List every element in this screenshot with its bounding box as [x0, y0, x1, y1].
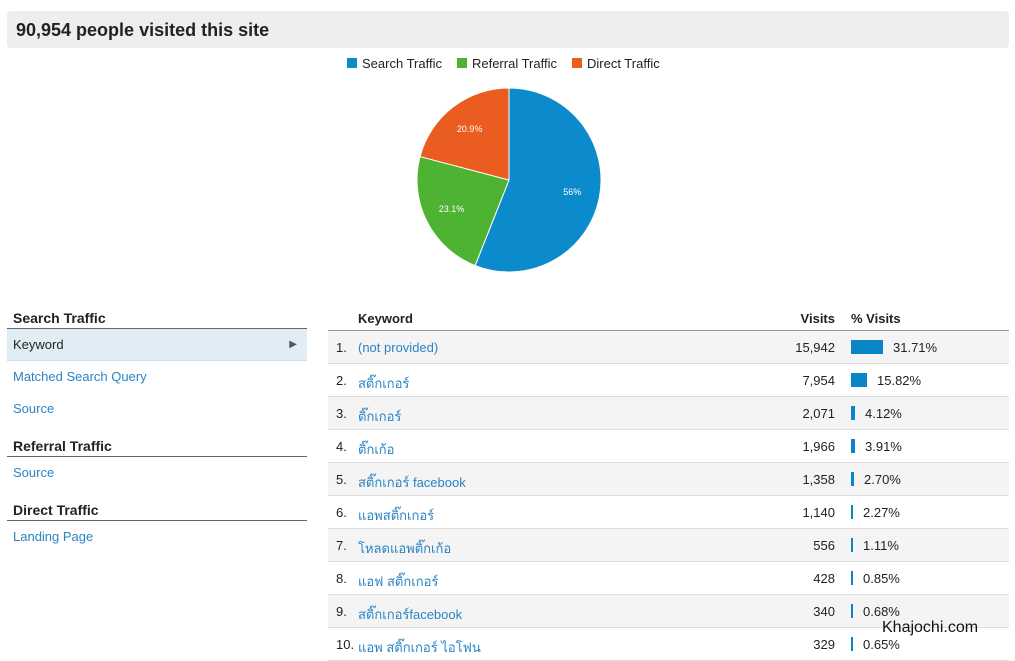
- visits-share-bar: [851, 340, 883, 354]
- pie-slice-label-1: 23.1%: [439, 204, 465, 214]
- keyword-link[interactable]: (not provided): [358, 340, 439, 355]
- visits-value: 2,071: [802, 406, 835, 421]
- pie-slice-2[interactable]: [419, 87, 510, 181]
- table-header: Keyword Visits % Visits: [328, 306, 1009, 331]
- row-number: 8.: [336, 571, 347, 586]
- keyword-link[interactable]: โหลดแอพติ๊กเก้อ: [358, 541, 452, 556]
- table-row: 6. แอพสติ๊กเกอร์ 1,140 2.27%: [328, 496, 1009, 529]
- visits-value: 15,942: [795, 340, 835, 355]
- row-number: 9.: [336, 604, 347, 619]
- pie-slice-label-2: 20.9%: [457, 124, 483, 134]
- visits-share-bar: [851, 472, 854, 486]
- visits-value: 7,954: [802, 373, 835, 388]
- row-number: 2.: [336, 373, 347, 388]
- legend-swatch-direct: [571, 58, 582, 68]
- table-row: 9. สติ๊กเกอร์facebook 340 0.68%: [328, 595, 1009, 628]
- row-number: 4.: [336, 439, 347, 454]
- row-number: 6.: [336, 505, 347, 520]
- pie-slice-label-0: 56%: [563, 187, 581, 197]
- visits-percentage: 2.27%: [863, 505, 900, 520]
- watermark: Khajochi.com: [882, 619, 979, 636]
- visits-percentage: 1.11%: [863, 538, 899, 553]
- visits-percentage: 4.12%: [865, 406, 902, 421]
- keyword-table: Keyword Visits % Visits 1. (not provided)…: [328, 306, 1009, 661]
- visits-value: 556: [813, 538, 835, 553]
- pie-slice-0[interactable]: [474, 87, 602, 273]
- visits-percentage: 3.91%: [865, 439, 902, 454]
- visits-percentage: 0.68%: [863, 604, 900, 619]
- visits-percentage: 0.65%: [863, 637, 900, 652]
- sidebar: Search Traffic Keyword ▶ Matched Search …: [7, 306, 307, 553]
- visits-value: 340: [813, 604, 835, 619]
- legend-label-search: Search Traffic: [362, 55, 442, 71]
- legend-item-referral[interactable]: Referral Traffic: [456, 55, 557, 71]
- sidebar-item-keyword-label: Keyword: [13, 337, 64, 352]
- visits-share-bar: [851, 637, 853, 651]
- legend-item-search[interactable]: Search Traffic: [347, 56, 442, 71]
- table-row: 3. ติ๊กเกอร์ 2,071 4.12%: [328, 397, 1009, 430]
- column-header-keyword[interactable]: Keyword: [358, 311, 413, 326]
- direct-traffic-heading: Direct Traffic: [7, 498, 307, 521]
- table-row: 8. แอฟ สติ๊กเกอร์ 428 0.85%: [328, 562, 1009, 595]
- table-row: 4. ติ๊กเก้อ 1,966 3.91%: [328, 430, 1009, 463]
- sidebar-item-keyword[interactable]: Keyword ▶: [7, 329, 307, 361]
- traffic-pie-chart: 56% 23.1% 20.9%: [416, 87, 602, 273]
- keyword-link[interactable]: แอพสติ๊กเกอร์: [358, 508, 435, 523]
- visits-share-bar: [851, 439, 855, 453]
- row-number: 10.: [336, 637, 355, 652]
- row-number: 5.: [336, 472, 347, 487]
- chart-legend: Search Traffic Referral Traffic Direct T…: [347, 55, 675, 71]
- keyword-link[interactable]: แอพ สติ๊กเกอร์ ไอโฟน: [358, 640, 481, 655]
- visits-value: 428: [813, 571, 835, 586]
- visits-share-bar: [851, 505, 853, 519]
- visits-percentage: 2.70%: [864, 472, 901, 487]
- visits-percentage: 31.71%: [893, 340, 938, 355]
- referral-traffic-heading: Referral Traffic: [7, 434, 307, 457]
- table-row: 5. สติ๊กเกอร์ facebook 1,358 2.70%: [328, 463, 1009, 496]
- legend-swatch-search: [347, 58, 357, 68]
- pie-slice-1[interactable]: [416, 155, 510, 267]
- visits-share-bar: [851, 604, 853, 618]
- column-header-pct-visits[interactable]: % Visits: [851, 311, 901, 326]
- sidebar-item-search-source[interactable]: Source: [13, 401, 55, 416]
- chevron-right-icon: ▶: [289, 339, 297, 350]
- table-row: 1. (not provided) 15,942 31.71%: [328, 331, 1009, 364]
- legend-item-direct[interactable]: Direct Traffic: [571, 55, 660, 71]
- sidebar-item-landing-page[interactable]: Landing Page: [13, 529, 94, 544]
- visits-percentage: 0.85%: [863, 571, 900, 586]
- visits-percentage: 15.82%: [877, 373, 922, 388]
- keyword-link[interactable]: สติ๊กเกอร์: [358, 376, 410, 391]
- row-number: 7.: [336, 538, 347, 553]
- sidebar-item-referral-source[interactable]: Source: [13, 465, 55, 480]
- page-title: 90,954 people visited this site: [16, 20, 270, 40]
- keyword-link[interactable]: แอฟ สติ๊กเกอร์: [358, 574, 439, 589]
- visits-share-bar: [851, 571, 853, 585]
- legend-label-direct: Direct Traffic: [586, 55, 660, 71]
- visits-share-bar: [851, 373, 867, 387]
- legend-label-referral: Referral Traffic: [471, 55, 557, 71]
- legend-swatch-referral: [456, 58, 467, 68]
- visits-value: 1,140: [802, 505, 835, 520]
- column-header-visits[interactable]: Visits: [800, 311, 835, 326]
- search-traffic-heading: Search Traffic: [7, 306, 307, 329]
- sidebar-item-matched-search-query[interactable]: Matched Search Query: [13, 369, 147, 384]
- visits-share-bar: [851, 538, 853, 552]
- keyword-link[interactable]: สติ๊กเกอร์facebook: [358, 607, 463, 622]
- keyword-link[interactable]: ติ๊กเก้อ: [358, 442, 395, 457]
- row-number: 1.: [336, 340, 347, 355]
- keyword-link[interactable]: ติ๊กเกอร์: [358, 409, 402, 424]
- page-header: 90,954 people visited this site: [7, 11, 1009, 48]
- table-row: 2. สติ๊กเกอร์ 7,954 15.82%: [328, 364, 1009, 397]
- visits-value: 329: [813, 637, 835, 652]
- visits-share-bar: [851, 406, 855, 420]
- row-number: 3.: [336, 406, 347, 421]
- visits-value: 1,966: [802, 439, 835, 454]
- table-body: 1. (not provided) 15,942 31.71% 2. สติ๊กเกอร์…: [328, 331, 1009, 661]
- table-row: 7. โหลดแอพติ๊กเก้อ 556 1.11%: [328, 529, 1009, 562]
- keyword-link[interactable]: สติ๊กเกอร์ facebook: [358, 475, 466, 490]
- visits-value: 1,358: [802, 472, 835, 487]
